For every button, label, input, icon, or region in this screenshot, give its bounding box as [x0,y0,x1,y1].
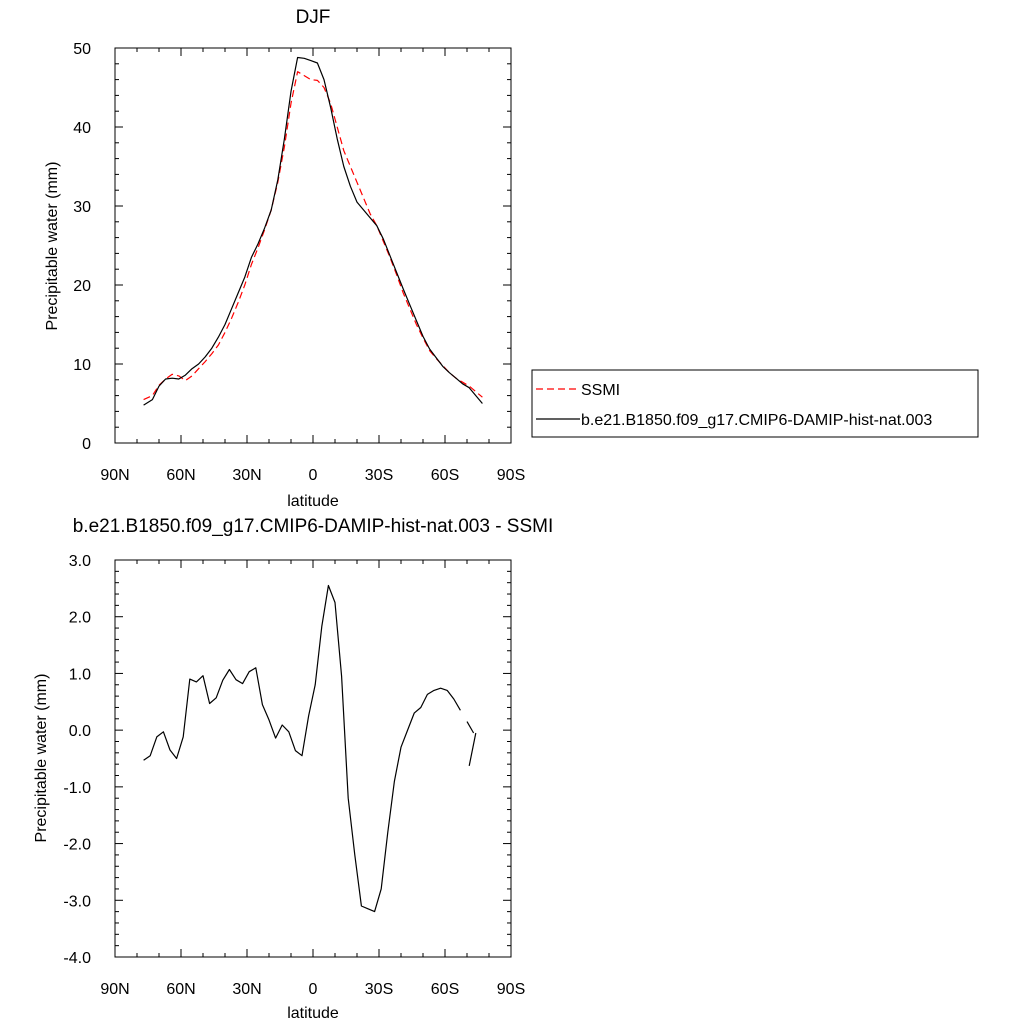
difference-x-tick-label: 30N [232,981,261,998]
djf-y-tick-label: 0 [82,436,91,453]
djf-x-tick-label: 60N [166,467,195,484]
difference-x-tick-label: 90N [100,981,129,998]
legend-label-ssmi: SSMI [581,382,620,399]
djf-x-axis-label: latitude [287,493,339,510]
difference-y-tick-label: 3.0 [69,553,91,570]
djf-y-tick-label: 10 [73,357,91,374]
legend: SSMI b.e21.B1850.f09_g17.CMIP6-DAMIP-his… [531,369,979,438]
legend-label-model: b.e21.B1850.f09_g17.CMIP6-DAMIP-hist-nat… [581,412,932,429]
djf-y-tick-label: 40 [73,120,91,137]
difference-x-tick-label: 60N [166,981,195,998]
djf-panel: DJF 90N 60N 30N 0 30S 60S 90S 0 10 20 30 40 50 latit… [44,7,525,510]
djf-x-tick-label: 90N [100,467,129,484]
difference-y-tick-label: 2.0 [69,610,91,627]
djf-y-tick-label: 50 [73,41,91,58]
difference-y-tick-label: -2.0 [63,837,91,854]
djf-y-axis-label: Precipitable water (mm) [44,162,61,331]
difference-x-tick-label: 0 [309,981,318,998]
difference-series-line-0 [468,732,477,767]
difference-y-tick-label: 1.0 [69,666,91,683]
djf-x-tick-label: 60S [431,467,459,484]
difference-title: b.e21.B1850.f09_g17.CMIP6-DAMIP-hist-nat… [73,516,554,537]
difference-panel: b.e21.B1850.f09_g17.CMIP6-DAMIP-hist-nat… [33,516,553,1022]
difference-x-tick-label: 60S [431,981,459,998]
difference-x-axis-label: latitude [287,1005,339,1022]
difference-x-tick-label: 30S [365,981,393,998]
difference-series-line-0 [143,584,461,913]
difference-y-tick-label: 0.0 [69,723,91,740]
djf-title: DJF [296,7,331,28]
djf-y-tick-label: 20 [73,278,91,295]
djf-y-tick-label: 30 [73,199,91,216]
difference-x-tick-label: 90S [497,981,525,998]
difference-y-tick-label: -1.0 [63,780,91,797]
legend-box [531,369,979,438]
djf-x-tick-label: 30S [365,467,393,484]
djf-x-tick-label: 90S [497,467,525,484]
djf-x-tick-label: 0 [309,467,318,484]
difference-y-axis-label: Precipitable water (mm) [33,674,50,843]
djf-series-line-0 [143,71,483,401]
difference-series-line-0 [466,721,475,734]
djf-series-line-1 [143,56,483,406]
difference-y-tick-label: -4.0 [63,950,91,967]
djf-x-tick-label: 30N [232,467,261,484]
difference-y-tick-label: -3.0 [63,893,91,910]
